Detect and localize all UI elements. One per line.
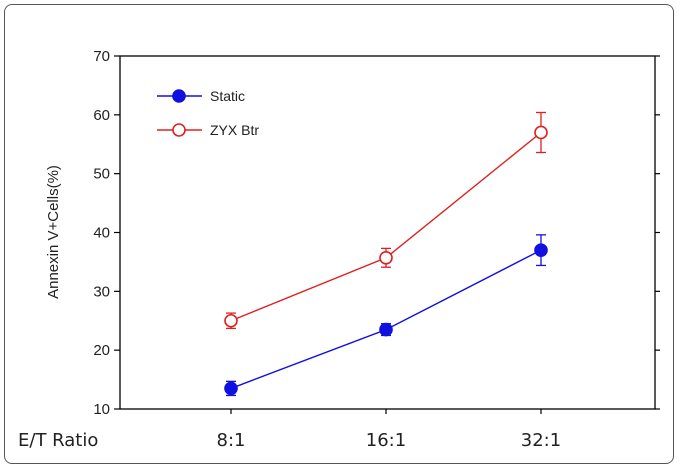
x-category-labels: 8:1 16:1 32:1: [217, 430, 562, 451]
category-axis-label: E/T Ratio: [18, 430, 98, 451]
data-point: [379, 250, 393, 265]
legend-label: ZYX Btr: [210, 122, 259, 138]
plot-border: [119, 55, 656, 410]
data-point: [224, 381, 238, 396]
data-point: [224, 313, 238, 328]
x-category-label: 8:1: [217, 430, 246, 451]
series-1: [224, 111, 548, 330]
legend-marker: [172, 123, 186, 137]
axes: [119, 55, 656, 414]
legend: Static ZYX Btr: [157, 88, 259, 138]
y-tick-label: 30: [93, 283, 110, 300]
legend-label: Static: [210, 88, 245, 104]
x-category-label: 16:1: [366, 430, 406, 451]
y-tick-label: 60: [93, 107, 110, 124]
y-tick-label: 10: [93, 401, 110, 418]
series-line: [230, 249, 542, 390]
y-axis-label: Annexin V+Cells(%): [45, 165, 62, 299]
y-tick-label: 40: [93, 225, 110, 242]
legend-marker: [172, 89, 186, 103]
data-point: [379, 322, 393, 337]
series-0: [224, 234, 548, 397]
data-point: [534, 125, 548, 140]
y-ticks: 10 20 30 40 50 60 70: [93, 48, 660, 418]
y-tick-label: 70: [93, 48, 110, 65]
series-layer: [224, 111, 548, 397]
data-point: [534, 243, 548, 257]
y-tick-label: 20: [93, 342, 110, 359]
y-tick-label: 50: [93, 166, 110, 183]
series-line: [230, 131, 542, 322]
x-category-label: 32:1: [521, 430, 561, 451]
